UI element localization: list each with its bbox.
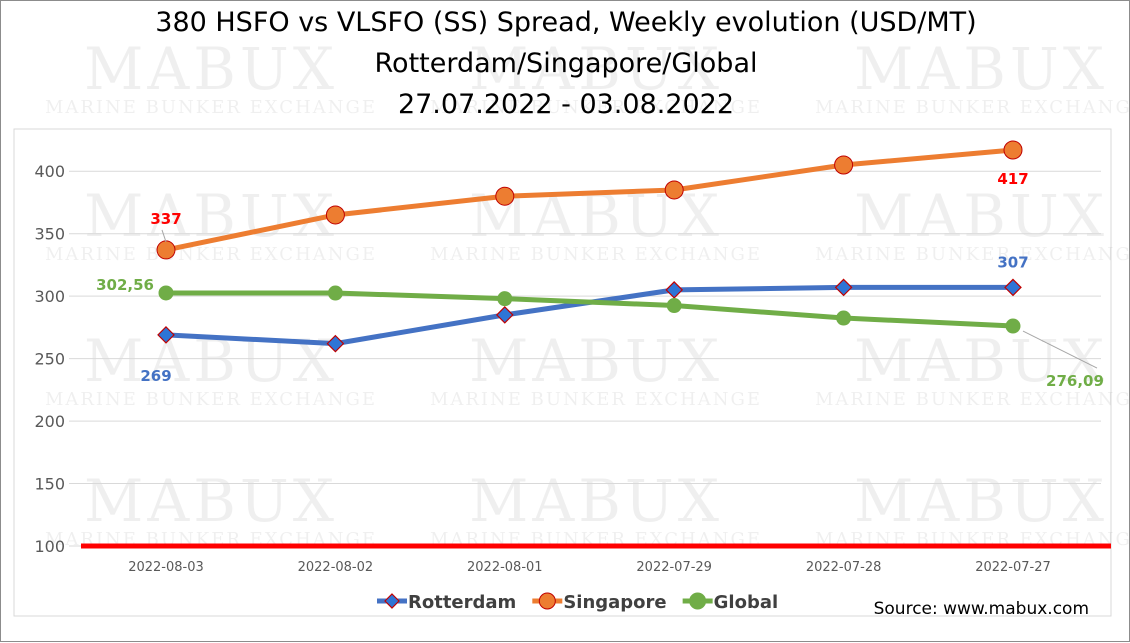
legend-label: Rotterdam bbox=[408, 592, 516, 613]
series-line-singapore bbox=[165, 147, 1014, 253]
data-point-rotterdam bbox=[495, 306, 514, 324]
watermark-brand: MABUX bbox=[84, 467, 338, 535]
data-point-singapore bbox=[495, 186, 515, 206]
data-point-singapore bbox=[834, 155, 854, 175]
data-point-rotterdam bbox=[665, 281, 684, 299]
watermark-brand: MABUX bbox=[469, 35, 723, 103]
y-tick-label: 300 bbox=[34, 287, 65, 306]
watermark-tagline: MARINE BUNKER EXCHANGE bbox=[430, 244, 762, 265]
legend-marker bbox=[538, 592, 556, 610]
data-label: 276,09 bbox=[1046, 372, 1104, 390]
data-point-rotterdam bbox=[326, 334, 345, 353]
x-tick-label: 2022-07-27 bbox=[975, 560, 1051, 575]
y-tick-label: 250 bbox=[34, 350, 65, 369]
y-tick-label: 100 bbox=[34, 537, 65, 556]
watermark-tagline: MARINE BUNKER EXCHANGE bbox=[45, 244, 377, 265]
watermark-tagline: MARINE BUNKER EXCHANGE bbox=[815, 244, 1130, 265]
x-tick-label: 2022-07-29 bbox=[636, 560, 712, 575]
data-point-global bbox=[666, 298, 682, 314]
x-tick-label: 2022-08-03 bbox=[128, 560, 204, 575]
y-tick-label: 200 bbox=[34, 412, 65, 431]
source-note: Source: www.mabux.com bbox=[873, 599, 1089, 619]
data-point-global bbox=[327, 285, 343, 301]
y-tick-label: 350 bbox=[34, 225, 65, 244]
watermark-tagline: MARINE BUNKER EXCHANGE bbox=[45, 97, 377, 118]
watermark-brand: MABUX bbox=[854, 35, 1108, 103]
data-point-global bbox=[497, 291, 513, 307]
chart-date-range: 27.07.2022 - 03.08.2022 bbox=[397, 89, 735, 120]
data-label: 417 bbox=[997, 170, 1028, 188]
data-point-rotterdam bbox=[834, 278, 853, 297]
data-label-leader bbox=[161, 229, 167, 243]
watermark-tagline: MARINE BUNKER EXCHANGE bbox=[45, 389, 377, 410]
watermark-tagline: MARINE BUNKER EXCHANGE bbox=[430, 97, 762, 118]
watermark-tagline: MARINE BUNKER EXCHANGE bbox=[815, 389, 1130, 410]
data-point-global bbox=[1005, 318, 1021, 334]
watermark-brand: MABUX bbox=[854, 467, 1108, 535]
data-point-singapore bbox=[325, 205, 345, 225]
data-point-singapore bbox=[156, 240, 176, 260]
data-point-global bbox=[158, 285, 174, 301]
chart-title: 380 HSFO vs VLSFO (SS) Spread, Weekly ev… bbox=[155, 7, 977, 38]
x-tick-label: 2022-07-28 bbox=[806, 560, 882, 575]
legend-label: Global bbox=[714, 592, 779, 613]
data-point-rotterdam bbox=[157, 326, 175, 344]
data-point-singapore bbox=[1003, 140, 1023, 160]
watermark-brand: MABUX bbox=[469, 467, 723, 535]
data-label: 269 bbox=[140, 367, 171, 385]
legend-marker bbox=[689, 592, 707, 610]
watermark-brand: MABUX bbox=[84, 35, 338, 103]
data-point-rotterdam bbox=[1004, 278, 1022, 297]
y-tick-label: 400 bbox=[34, 162, 65, 181]
watermark-tagline: MARINE BUNKER EXCHANGE bbox=[430, 389, 762, 410]
watermark-tagline: MARINE BUNKER EXCHANGE bbox=[815, 97, 1130, 118]
plot-area-border bbox=[13, 128, 1112, 617]
watermark-brand: MABUX bbox=[854, 327, 1108, 395]
data-point-global bbox=[836, 310, 852, 326]
x-tick-label: 2022-08-02 bbox=[298, 560, 374, 575]
data-label: 337 bbox=[150, 210, 181, 228]
y-tick-label: 150 bbox=[34, 475, 65, 494]
x-tick-label: 2022-08-01 bbox=[467, 560, 543, 575]
legend-label: Singapore bbox=[563, 592, 666, 613]
data-point-singapore bbox=[664, 180, 684, 200]
legend-marker bbox=[384, 593, 400, 609]
data-label: 302,56 bbox=[96, 276, 154, 294]
watermark-brand: MABUX bbox=[854, 182, 1108, 250]
series-line-global bbox=[165, 290, 1014, 329]
data-label: 307 bbox=[997, 253, 1028, 271]
data-label-leader bbox=[1022, 330, 1098, 369]
watermark-brand: MABUX bbox=[469, 327, 723, 395]
chart-subtitle: Rotterdam/Singapore/Global bbox=[374, 48, 758, 79]
